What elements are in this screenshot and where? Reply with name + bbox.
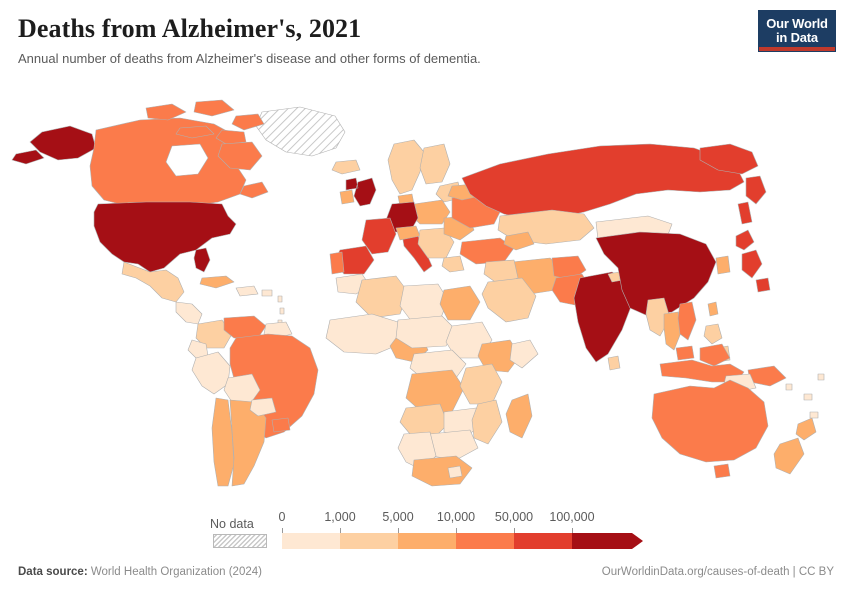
country-chile[interactable]	[211, 397, 235, 487]
country-venezuela[interactable]	[223, 315, 267, 339]
country-greenland[interactable]	[255, 106, 346, 157]
country-west-africa[interactable]	[325, 313, 401, 355]
map-legend: No data 0 1,000 5,000 10,000	[0, 508, 850, 554]
page-title: Deaths from Alzheimer's, 2021	[18, 14, 362, 43]
country-somalia[interactable]	[509, 339, 539, 369]
country-us-florida[interactable]	[193, 247, 211, 273]
legend-tick-2	[398, 528, 399, 533]
country-thailand[interactable]	[663, 311, 683, 351]
country-pacific-islands[interactable]	[785, 373, 825, 401]
country-lesotho[interactable]	[447, 465, 463, 479]
hudson-bay	[165, 143, 209, 177]
country-sahel[interactable]	[395, 315, 457, 349]
country-new-zealand[interactable]	[773, 417, 817, 475]
country-peru[interactable]	[191, 351, 231, 395]
country-alaska[interactable]	[11, 125, 97, 165]
country-canada-arctic[interactable]	[145, 99, 265, 145]
country-ethiopia[interactable]	[477, 339, 521, 373]
country-saudi-arabia[interactable]	[481, 277, 537, 323]
owid-logo[interactable]: Our World in Data	[758, 10, 836, 52]
country-australia[interactable]	[651, 379, 769, 463]
legend-bin-label-1: 1,000	[324, 510, 356, 524]
legend-bin-label-4: 50,000	[494, 510, 534, 524]
legend-color-bins[interactable]: 0 1,000 5,000 10,000 50,000	[279, 510, 643, 549]
country-puerto-rico[interactable]	[261, 289, 273, 297]
country-cuba[interactable]	[199, 275, 235, 289]
legend-tick-0	[282, 528, 283, 533]
country-iceland[interactable]	[331, 159, 361, 175]
legend-tick-5	[572, 528, 573, 533]
country-caucasus[interactable]	[503, 231, 535, 251]
country-borneo[interactable]	[699, 343, 731, 367]
country-united-states[interactable]	[93, 201, 237, 273]
country-sri-lanka[interactable]	[607, 355, 621, 371]
legend-bin-3[interactable]: 10,000	[437, 510, 514, 549]
map-svg	[11, 99, 825, 487]
country-vietnam[interactable]	[677, 301, 697, 341]
legend-no-data-label: No data	[210, 517, 254, 531]
world-choropleth-map[interactable]	[0, 82, 850, 502]
country-taiwan[interactable]	[707, 301, 719, 317]
legend-bin-label-5: 100,000	[549, 510, 595, 524]
legend-tick-4	[514, 528, 515, 533]
country-russia-far-east[interactable]	[699, 143, 759, 175]
chart-footer: Data source: World Health Organization (…	[0, 566, 850, 590]
country-finland[interactable]	[419, 143, 451, 185]
country-madagascar[interactable]	[505, 393, 533, 439]
legend-tick-1	[340, 528, 341, 533]
country-portugal[interactable]	[329, 251, 345, 275]
legend-bin-1[interactable]: 1,000	[324, 510, 398, 549]
country-mozambique[interactable]	[471, 399, 503, 445]
legend-bin-2[interactable]: 5,000	[382, 510, 456, 549]
country-algeria[interactable]	[355, 275, 409, 319]
logo-accent-bar	[759, 47, 835, 51]
country-lesser-antilles[interactable]	[277, 295, 285, 327]
logo-line-1: Our World	[766, 16, 828, 31]
country-south-africa[interactable]	[411, 455, 473, 487]
country-sakhalin[interactable]	[737, 201, 753, 225]
country-hispaniola[interactable]	[235, 285, 259, 297]
country-uruguay[interactable]	[271, 417, 291, 433]
legend-open-ended-arrow	[632, 533, 643, 549]
country-paraguay[interactable]	[249, 397, 277, 417]
logo-line-2: in Data	[776, 30, 818, 45]
country-tasmania[interactable]	[713, 463, 731, 479]
country-ireland[interactable]	[339, 189, 355, 205]
data-source-value: World Health Organization (2024)	[87, 566, 262, 578]
country-korea[interactable]	[715, 255, 731, 275]
country-colombia[interactable]	[195, 319, 233, 349]
legend-bin-label-3: 10,000	[436, 510, 476, 524]
country-malaysia[interactable]	[675, 345, 695, 361]
legend-bin-label-2: 5,000	[382, 510, 414, 524]
legend-bin-5[interactable]: 100,000	[549, 510, 632, 549]
country-baffin-island[interactable]	[217, 141, 263, 171]
legend-bin-0[interactable]: 0	[279, 510, 340, 549]
country-egypt[interactable]	[439, 285, 481, 321]
country-kamchatka[interactable]	[745, 175, 767, 205]
country-norway-sweden[interactable]	[387, 139, 425, 195]
data-source-prefix: Data source:	[18, 566, 88, 578]
country-united-kingdom[interactable]	[345, 177, 377, 207]
country-newfoundland[interactable]	[239, 181, 269, 199]
country-central-america[interactable]	[175, 301, 203, 325]
chart-header: Deaths from Alzheimer's, 2021 Annual num…	[18, 14, 738, 67]
country-japan[interactable]	[735, 229, 771, 293]
country-france[interactable]	[361, 217, 397, 255]
legend-bin-label-0: 0	[278, 510, 286, 524]
legend-no-data-swatch[interactable]	[213, 534, 267, 548]
chart-subtitle: Annual number of deaths from Alzheimer's…	[18, 51, 481, 66]
legend-bin-4[interactable]: 50,000	[495, 510, 572, 549]
country-greece[interactable]	[441, 255, 465, 273]
legend-tick-3	[456, 528, 457, 533]
attribution-link[interactable]: OurWorldinData.org/causes-of-death | CC …	[601, 566, 834, 578]
data-source-note: Data source: World Health Organization (…	[18, 566, 262, 578]
country-fiji[interactable]	[809, 411, 819, 419]
